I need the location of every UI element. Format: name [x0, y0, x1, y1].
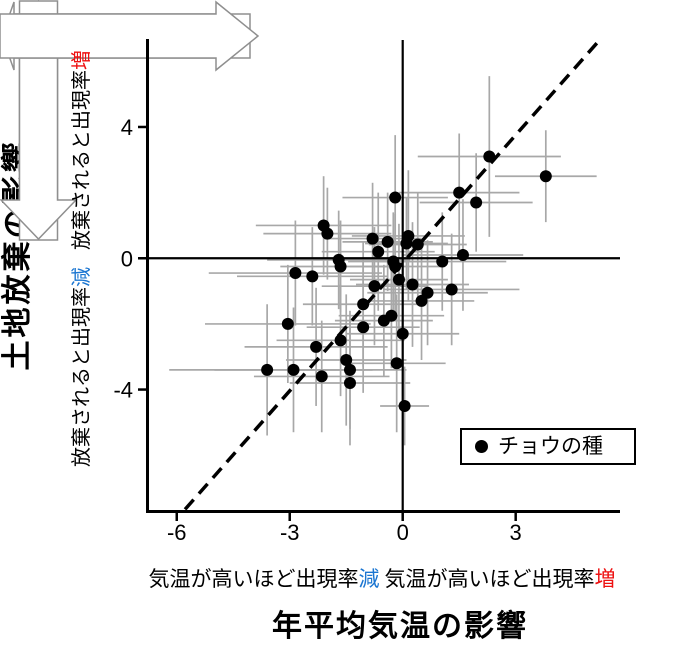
data-point: [357, 321, 370, 334]
data-point: [456, 248, 469, 261]
data-point: [368, 280, 381, 293]
data-point: [281, 317, 294, 330]
data-point: [392, 273, 405, 286]
x-tick-label: 3: [510, 520, 522, 545]
data-point: [372, 245, 385, 258]
error-bars-layer: [169, 76, 597, 446]
data-point: [436, 255, 449, 268]
up-arrow-label: 放棄されると出現率増: [70, 35, 94, 265]
legend-marker-icon: [475, 440, 488, 453]
data-point: [421, 286, 434, 299]
temp-increase-label-emph: 増: [594, 568, 616, 591]
temperature-increase-arrow: [0, 0, 260, 72]
down-arrow-label-text: 放棄されると出現率: [71, 287, 93, 467]
data-point: [445, 283, 458, 296]
data-point: [389, 260, 402, 273]
data-point: [310, 340, 323, 353]
data-point: [261, 363, 274, 376]
data-point: [366, 232, 379, 245]
x-tick-label: -3: [280, 520, 300, 545]
data-point: [385, 309, 398, 322]
data-point: [343, 363, 356, 376]
data-point: [289, 267, 302, 280]
data-point: [390, 357, 403, 370]
y-tick-label: 0: [121, 246, 133, 271]
data-point: [389, 191, 402, 204]
data-point: [483, 150, 496, 163]
up-arrow-label-emph: 増: [71, 50, 93, 70]
y-tick-label: 4: [121, 115, 133, 140]
data-point: [406, 278, 419, 291]
y-tick-label: -4: [113, 378, 133, 403]
data-point: [539, 170, 552, 183]
temp-decrease-label-emph: 減: [358, 568, 380, 591]
data-point: [321, 227, 334, 240]
data-point: [400, 237, 413, 250]
data-point: [306, 270, 319, 283]
data-point: [287, 363, 300, 376]
data-point: [415, 294, 428, 307]
x-tick-label: 0: [397, 520, 409, 545]
data-point: [381, 235, 394, 248]
temp-increase-label-text: 気温が高いほど出現率: [384, 568, 595, 591]
data-point: [334, 334, 347, 347]
data-point: [357, 298, 370, 311]
down-arrow-label: 放棄されると出現率減: [70, 252, 94, 482]
data-point: [411, 238, 424, 251]
down-arrow-label-emph: 減: [71, 267, 93, 287]
tick-labels: -6 -3 0 3 4 0 -4: [113, 115, 521, 545]
data-point: [315, 370, 328, 383]
data-point: [396, 327, 409, 340]
legend-label: チョウの種: [498, 435, 603, 458]
temp-decrease-label-text: 気温が高いほど出現率: [148, 568, 359, 591]
data-point: [470, 196, 483, 209]
axes: [146, 39, 620, 513]
temperature-increase-arrow-label: 気温が高いほど出現率増: [385, 557, 616, 602]
data-point: [340, 354, 353, 367]
data-point: [398, 399, 411, 412]
legend: チョウの種: [460, 428, 636, 465]
up-arrow-label-text: 放棄されると出現率: [71, 70, 93, 250]
data-point: [334, 260, 347, 273]
data-point: [343, 376, 356, 389]
tick-marks: [138, 125, 517, 521]
x-tick-label: -6: [167, 520, 187, 545]
data-points-layer: [261, 150, 552, 412]
temperature-decrease-arrow-label: 気温が高いほど出現率減: [146, 557, 382, 602]
x-axis-title: 年平均気温の影響: [272, 610, 528, 643]
data-point: [453, 186, 466, 199]
